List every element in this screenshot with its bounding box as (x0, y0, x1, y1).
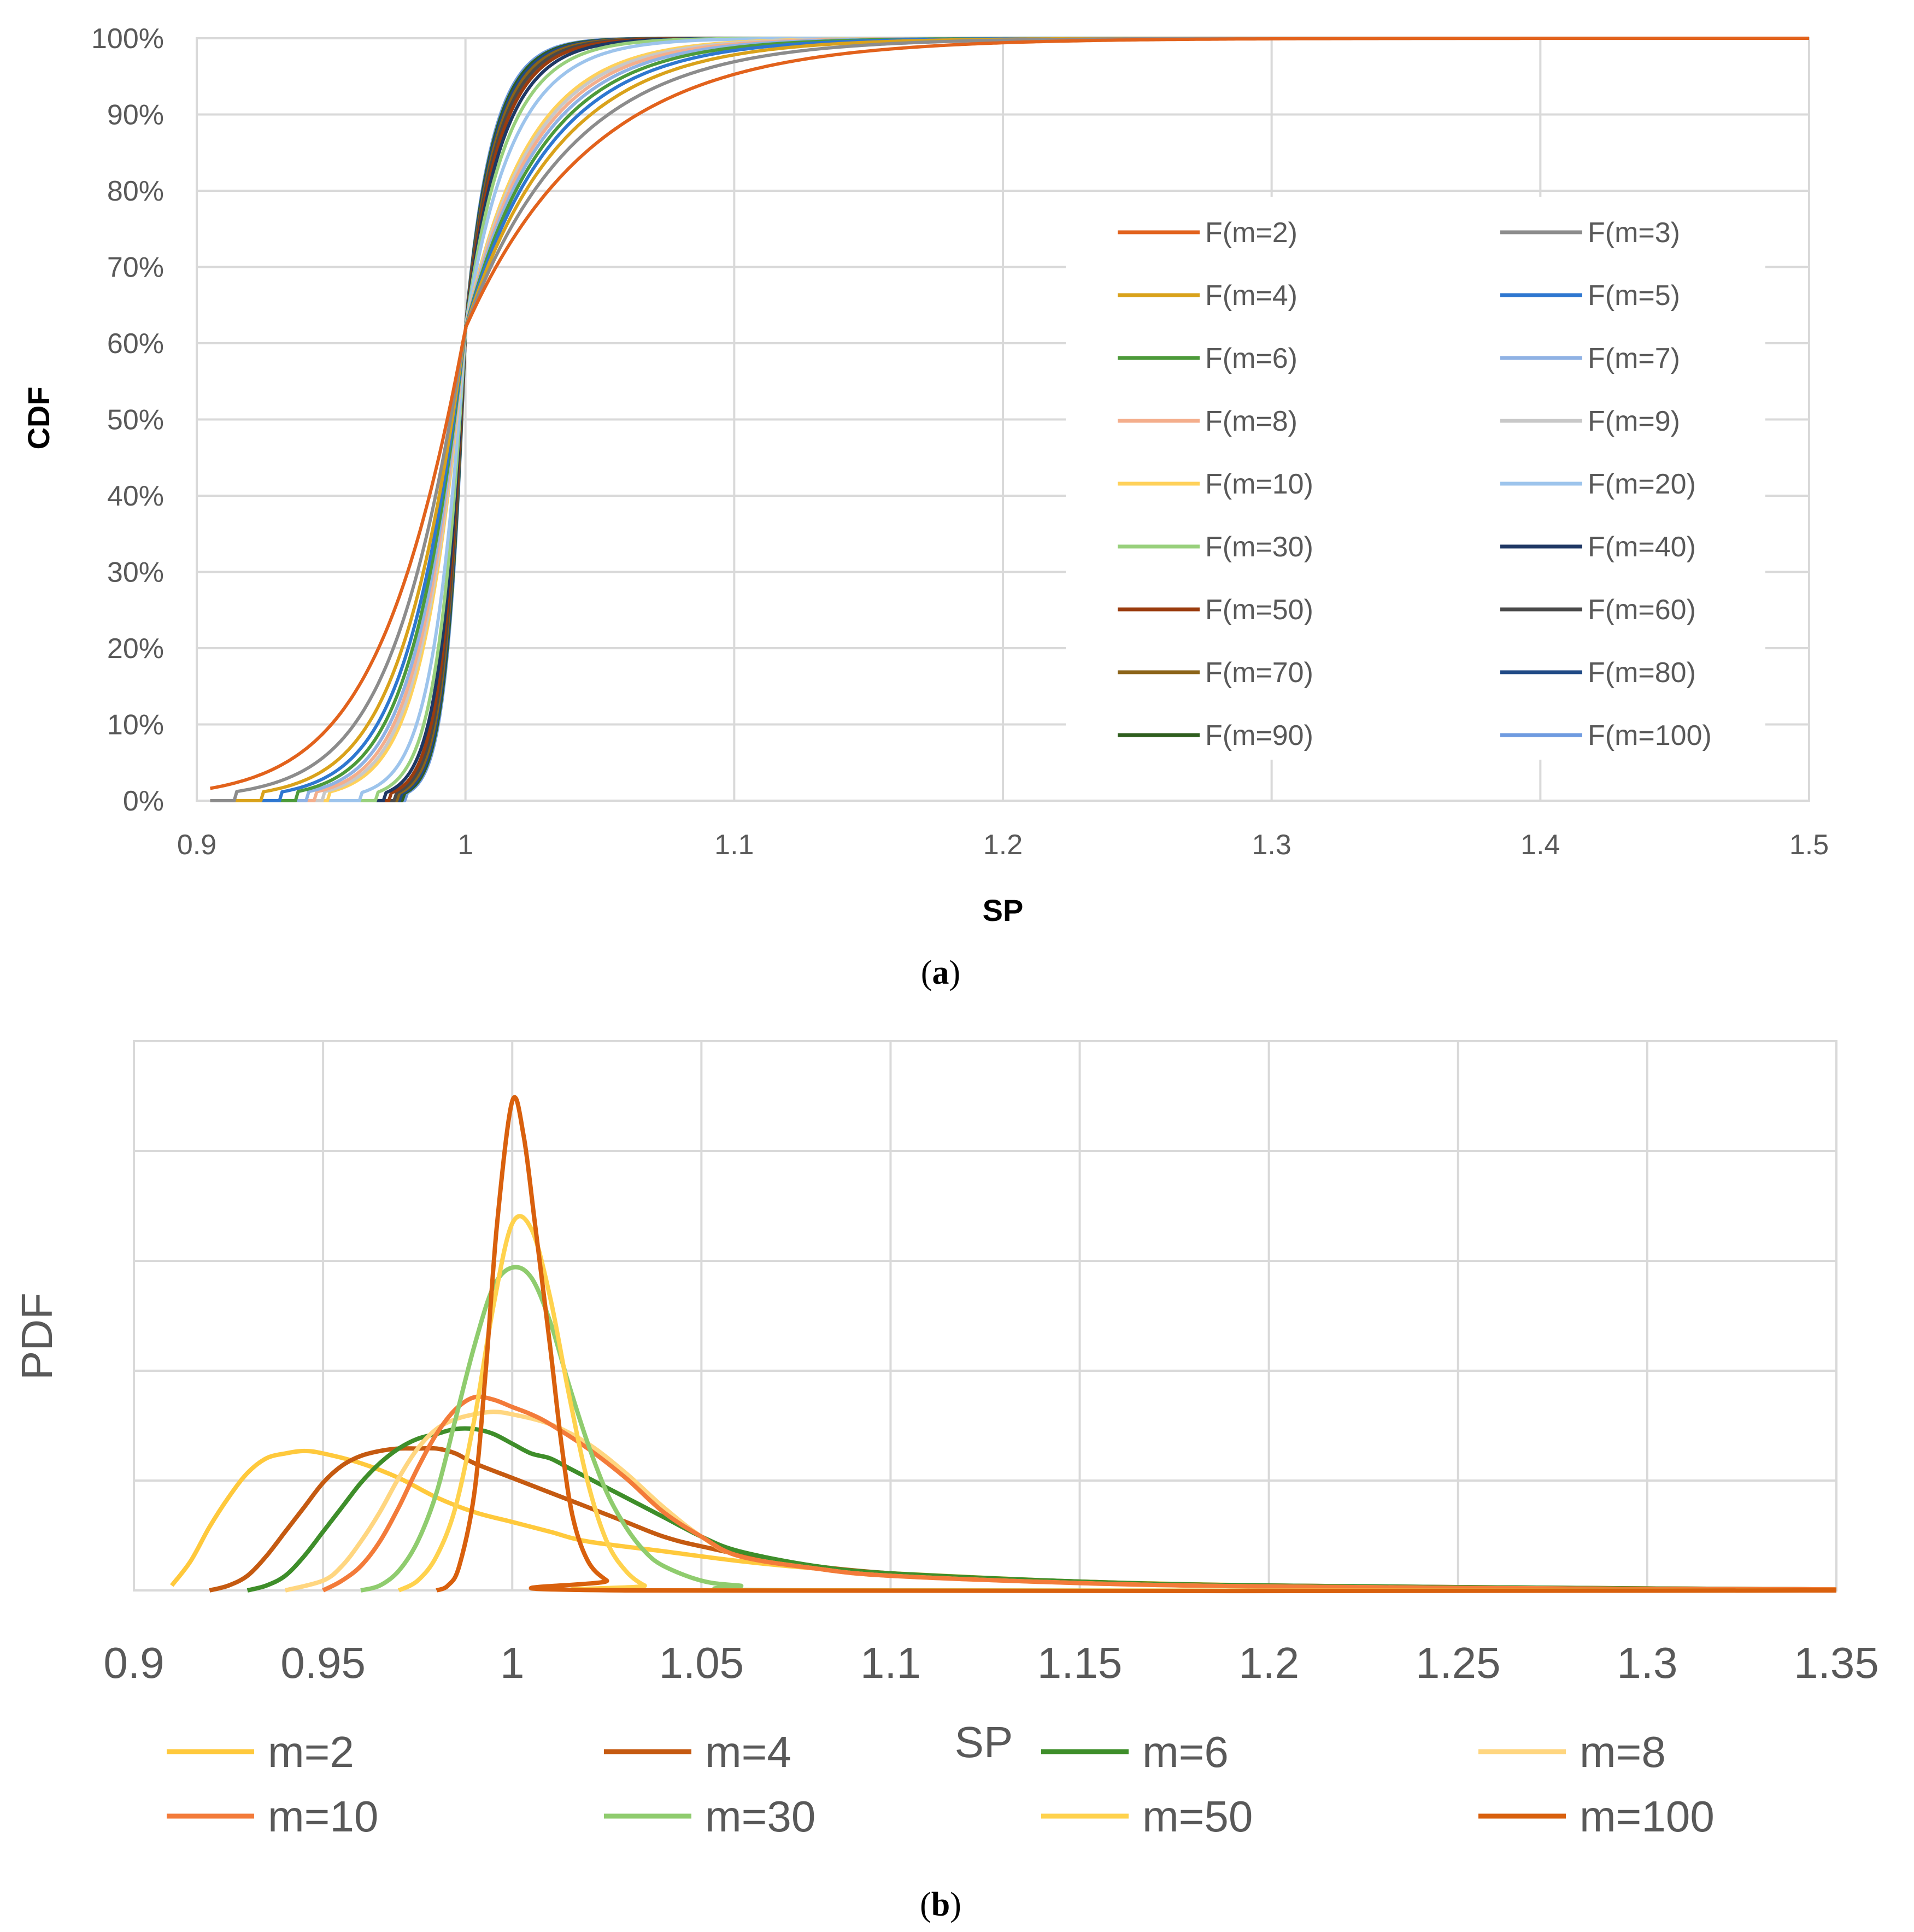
cdf-y-tick-label: 10% (107, 709, 164, 741)
pdf-gridlines (133, 1041, 1837, 1590)
pdf-y-axis-title: PDF (13, 1293, 61, 1380)
pdf-x-tick-label: 1.1 (860, 1639, 921, 1687)
cdf-legend-label: F(m=30) (1205, 531, 1313, 563)
pdf-legend-label: m=50 (1142, 1792, 1253, 1841)
pdf-x-tick-label: 1.15 (1037, 1639, 1123, 1687)
pdf-legend-label: m=8 (1580, 1728, 1666, 1776)
pdf-x-tick-label: 0.9 (103, 1639, 164, 1687)
panel-b-caption: (b) (920, 1886, 961, 1923)
pdf-legend: m=2 m=4 m=6 m=8 m=10 m=30 m=50 m=100 (167, 1728, 1715, 1841)
pdf-x-tick-label: 1.05 (659, 1639, 744, 1687)
pdf-x-tick-label: 0.95 (280, 1639, 366, 1687)
cdf-y-tick-label: 70% (107, 252, 164, 284)
cdf-legend-label: F(m=40) (1588, 531, 1696, 563)
cdf-x-axis-title: SP (983, 893, 1024, 927)
pdf-x-tick-label: 1 (500, 1639, 525, 1687)
cdf-series-lines (210, 37, 1809, 802)
cdf-chart: 0.9 1 1.1 1.2 1.3 1.4 1.5 0% 10% 20% 30% 40% 50% 60%… (21, 23, 1829, 991)
cdf-legend-label: F(m=20) (1588, 468, 1696, 500)
cdf-legend-label: F(m=100) (1588, 720, 1712, 751)
cdf-legend: F(m=2) F(m=3) F(m=4) F(m=5) F(m=6) F(m=7) F(m=… (1118, 217, 1712, 751)
pdf-x-tick-labels: 0.9 0.95 1 1.05 1.1 1.15 1.2 1.25 1.3 1.35 (103, 1639, 1878, 1687)
pdf-x-tick-label: 1.3 (1617, 1639, 1677, 1687)
cdf-legend-label: F(m=8) (1205, 406, 1297, 437)
panel-a-caption: (a) (921, 954, 960, 991)
cdf-legend-label: F(m=70) (1205, 657, 1313, 689)
cdf-legend-label: F(m=7) (1588, 343, 1680, 374)
cdf-legend-label: F(m=6) (1205, 343, 1297, 374)
pdf-chart: 0.9 0.95 1 1.05 1.1 1.15 1.2 1.25 1.3 1.35 m=2 m=4… (13, 1040, 1879, 1923)
cdf-legend-label: F(m=5) (1588, 280, 1680, 312)
cdf-x-tick-label: 1.5 (1789, 829, 1829, 861)
pdf-x-tick-label: 1.35 (1794, 1639, 1879, 1687)
cdf-legend-label: F(m=10) (1205, 468, 1313, 500)
cdf-legend-label: F(m=4) (1205, 280, 1297, 312)
pdf-x-tick-label: 1.2 (1238, 1639, 1299, 1687)
cdf-y-tick-labels: 0% 10% 20% 30% 40% 50% 60% 70% 80% 90% 100% (91, 23, 164, 817)
cdf-x-tick-label: 1.3 (1252, 829, 1291, 861)
cdf-y-tick-label: 50% (107, 404, 164, 436)
pdf-legend-label: m=4 (705, 1728, 791, 1776)
cdf-y-tick-label: 0% (123, 785, 164, 817)
cdf-y-tick-label: 30% (107, 557, 164, 589)
pdf-plot-area (133, 1040, 1837, 1592)
cdf-y-tick-label: 20% (107, 633, 164, 665)
cdf-legend-label: F(m=2) (1205, 217, 1297, 249)
pdf-legend-label: m=2 (268, 1728, 354, 1776)
cdf-y-tick-label: 100% (91, 23, 164, 55)
pdf-line-m=100 (436, 1095, 1837, 1594)
cdf-legend-label: F(m=50) (1205, 594, 1313, 626)
cdf-line-F(m=2) (210, 37, 1809, 790)
cdf-x-tick-label: 1.2 (983, 829, 1023, 861)
cdf-y-axis-title: CDF (21, 386, 56, 449)
pdf-legend-label: m=30 (705, 1792, 815, 1841)
cdf-legend-label: F(m=9) (1588, 406, 1680, 437)
pdf-legend-label: m=100 (1580, 1792, 1715, 1841)
cdf-legend-background (1066, 197, 1765, 760)
cdf-y-tick-label: 80% (107, 175, 164, 207)
pdf-series-lines (170, 1095, 1837, 1594)
pdf-x-tick-label: 1.25 (1416, 1639, 1501, 1687)
pdf-legend-label: m=6 (1142, 1728, 1229, 1776)
pdf-line-m=10 (322, 1394, 1837, 1593)
cdf-legend-label: F(m=60) (1588, 594, 1696, 626)
cdf-x-tick-label: 1.1 (714, 829, 754, 861)
cdf-y-tick-label: 90% (107, 99, 164, 131)
cdf-x-tick-labels: 0.9 1 1.1 1.2 1.3 1.4 1.5 (177, 829, 1829, 861)
cdf-y-tick-label: 60% (107, 328, 164, 360)
cdf-x-tick-label: 1.4 (1520, 829, 1560, 861)
pdf-x-axis-title: SP (955, 1718, 1013, 1766)
cdf-x-tick-label: 1 (457, 829, 473, 861)
cdf-legend-label: F(m=3) (1588, 217, 1680, 249)
cdf-legend-label: F(m=80) (1588, 657, 1696, 689)
cdf-y-tick-label: 40% (107, 480, 164, 512)
cdf-legend-label: F(m=90) (1205, 720, 1313, 751)
cdf-x-tick-label: 0.9 (177, 829, 216, 861)
pdf-legend-label: m=10 (268, 1792, 378, 1841)
